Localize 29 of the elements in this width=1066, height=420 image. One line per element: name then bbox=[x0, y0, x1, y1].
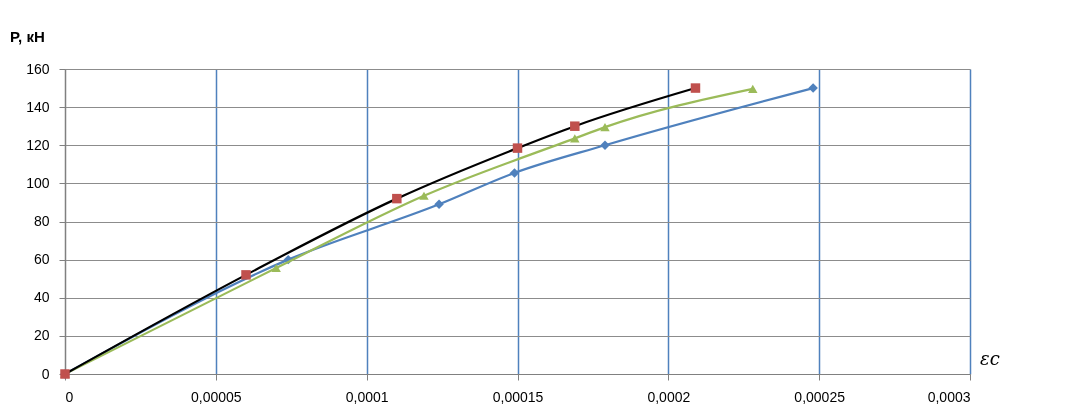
point bbox=[600, 123, 610, 132]
point bbox=[690, 83, 701, 93]
x-tick-label: 0,0003 bbox=[927, 388, 971, 405]
point bbox=[392, 193, 402, 204]
point bbox=[241, 270, 251, 280]
y-tick-label: 120 bbox=[26, 136, 50, 153]
x-tick-label: 0,00025 bbox=[794, 388, 846, 405]
y-tick-label: 140 bbox=[26, 98, 50, 115]
point bbox=[600, 140, 610, 150]
x-axis-title: εc bbox=[980, 348, 1000, 369]
y-tick-label: 100 bbox=[26, 174, 50, 191]
point bbox=[570, 121, 580, 131]
point bbox=[748, 84, 758, 93]
y-tick-label: 0 bbox=[41, 365, 50, 382]
y-axis-title: P, кН bbox=[10, 28, 45, 45]
y-tick-label: 160 bbox=[26, 60, 50, 77]
x-tick-label: 0,0002 bbox=[647, 388, 691, 405]
y-tick-label: 60 bbox=[33, 251, 50, 268]
y-tick-label: 40 bbox=[33, 289, 50, 306]
point bbox=[434, 199, 444, 210]
y-tick-label: 20 bbox=[33, 327, 50, 344]
point bbox=[419, 191, 429, 200]
y-tick-label: 80 bbox=[33, 213, 50, 229]
point bbox=[512, 143, 523, 153]
x-tick-label: 0,0001 bbox=[345, 388, 389, 405]
point bbox=[271, 263, 281, 273]
x-tick-label: 0 bbox=[65, 388, 74, 405]
x-tick-label: 0,00005 bbox=[191, 388, 242, 405]
x-tick-label: 0,00015 bbox=[492, 388, 544, 405]
